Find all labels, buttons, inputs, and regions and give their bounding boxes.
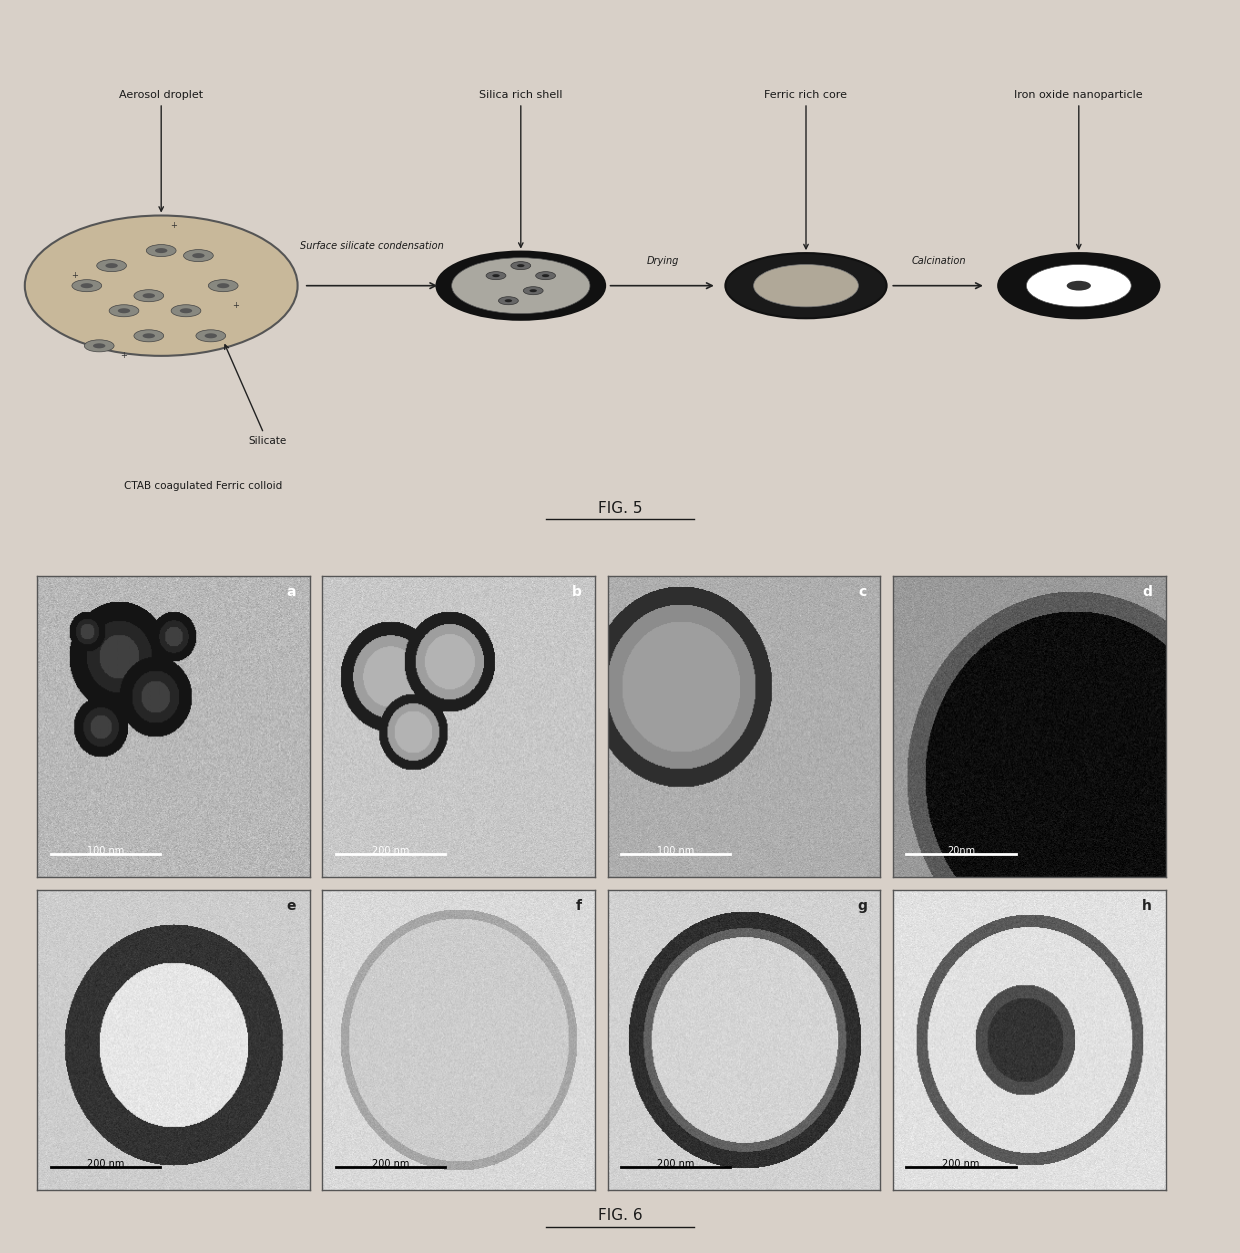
- Text: Silica rich shell: Silica rich shell: [479, 90, 563, 247]
- Circle shape: [451, 258, 590, 313]
- Circle shape: [725, 253, 887, 318]
- Text: FIG. 5: FIG. 5: [598, 501, 642, 516]
- Text: 100 nm: 100 nm: [87, 846, 124, 856]
- Text: d: d: [1142, 585, 1152, 599]
- Circle shape: [1027, 264, 1131, 307]
- Text: Surface silicate condensation: Surface silicate condensation: [300, 241, 444, 251]
- Text: f: f: [575, 898, 582, 912]
- Text: g: g: [857, 898, 867, 912]
- Circle shape: [180, 308, 192, 313]
- Circle shape: [754, 264, 858, 307]
- Text: 200 nm: 200 nm: [942, 1159, 980, 1169]
- Circle shape: [184, 249, 213, 262]
- Circle shape: [143, 333, 155, 338]
- Circle shape: [84, 340, 114, 352]
- Text: Drying: Drying: [647, 256, 680, 266]
- Circle shape: [529, 289, 537, 292]
- Text: c: c: [858, 585, 867, 599]
- Text: +: +: [71, 271, 78, 281]
- Text: 200 nm: 200 nm: [372, 846, 409, 856]
- Circle shape: [1066, 281, 1091, 291]
- Circle shape: [155, 248, 167, 253]
- Text: Iron oxide nanoparticle: Iron oxide nanoparticle: [1014, 90, 1143, 249]
- Circle shape: [517, 264, 525, 267]
- Circle shape: [192, 253, 205, 258]
- Circle shape: [205, 333, 217, 338]
- Text: 20nm: 20nm: [947, 846, 975, 856]
- Text: Ferric rich core: Ferric rich core: [765, 90, 847, 249]
- Text: b: b: [572, 585, 582, 599]
- Circle shape: [498, 297, 518, 304]
- Circle shape: [171, 304, 201, 317]
- Circle shape: [208, 279, 238, 292]
- Circle shape: [998, 253, 1159, 318]
- Circle shape: [134, 330, 164, 342]
- Text: 200 nm: 200 nm: [657, 1159, 694, 1169]
- Circle shape: [436, 252, 605, 320]
- Circle shape: [105, 263, 118, 268]
- Text: +: +: [120, 351, 128, 361]
- Circle shape: [109, 304, 139, 317]
- Text: 200 nm: 200 nm: [372, 1159, 409, 1169]
- Circle shape: [542, 274, 549, 277]
- Circle shape: [143, 293, 155, 298]
- Text: Calcination: Calcination: [911, 256, 966, 266]
- Text: Silicate: Silicate: [224, 345, 286, 446]
- Circle shape: [72, 279, 102, 292]
- Circle shape: [118, 308, 130, 313]
- Circle shape: [134, 289, 164, 302]
- Circle shape: [511, 262, 531, 269]
- Text: Aerosol droplet: Aerosol droplet: [119, 90, 203, 212]
- Text: h: h: [1142, 898, 1152, 912]
- Circle shape: [486, 272, 506, 279]
- Text: a: a: [286, 585, 296, 599]
- Circle shape: [505, 299, 512, 302]
- Circle shape: [196, 330, 226, 342]
- Circle shape: [217, 283, 229, 288]
- Circle shape: [523, 287, 543, 294]
- Circle shape: [536, 272, 556, 279]
- Text: CTAB coagulated Ferric colloid: CTAB coagulated Ferric colloid: [124, 481, 283, 491]
- Text: 100 nm: 100 nm: [657, 846, 694, 856]
- Text: e: e: [286, 898, 296, 912]
- Circle shape: [81, 283, 93, 288]
- Circle shape: [97, 259, 126, 272]
- Circle shape: [93, 343, 105, 348]
- Circle shape: [146, 244, 176, 257]
- Ellipse shape: [25, 216, 298, 356]
- Text: +: +: [232, 301, 239, 311]
- Text: FIG. 6: FIG. 6: [598, 1208, 642, 1223]
- Text: +: +: [170, 221, 177, 231]
- Circle shape: [492, 274, 500, 277]
- Text: 200 nm: 200 nm: [87, 1159, 124, 1169]
